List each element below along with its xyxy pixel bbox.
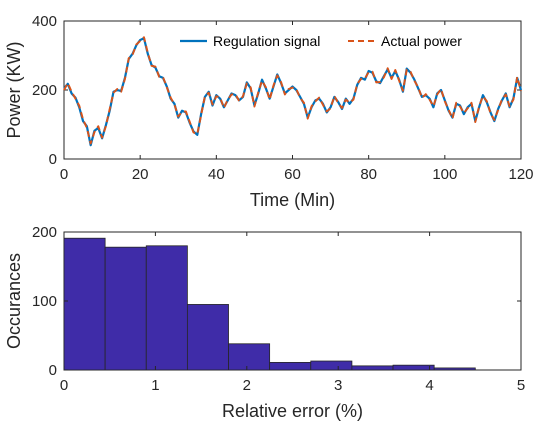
top-y-axis-label: Power (KW) [4, 41, 24, 138]
histogram-bar [186, 304, 229, 371]
bottom-y-tick-label: 200 [32, 224, 57, 241]
top-x-tick-label: 60 [284, 166, 301, 183]
top-x-tick-label: 100 [432, 166, 457, 183]
bottom-x-axis-label: Relative error (%) [222, 401, 363, 421]
top-x-tick-label: 0 [60, 166, 68, 183]
histogram-bar [63, 237, 106, 371]
bottom-x-tick-label: 2 [243, 377, 251, 394]
bottom-histogram: 0 1 2 3 4 5 0 100 200 Relative error (%) Occurance… [4, 224, 525, 421]
bottom-x-tick-label: 4 [425, 377, 433, 394]
top-x-tick-label: 20 [132, 166, 149, 183]
bottom-x-tick-label: 1 [151, 377, 159, 394]
top-plot-area [63, 20, 522, 160]
histogram-bar [310, 360, 353, 371]
histogram-bar [269, 362, 312, 371]
top-legend: Regulation signal Actual power [180, 33, 462, 49]
top-x-tick-label: 40 [208, 166, 225, 183]
top-y-tick-label: 200 [32, 82, 57, 99]
regulation-signal-line [63, 37, 523, 147]
bottom-x-tick-label: 5 [517, 377, 525, 394]
legend-regulation-label: Regulation signal [213, 33, 320, 49]
top-y-tick-label: 0 [49, 151, 57, 168]
bottom-y-axis-label: Occurances [4, 253, 24, 349]
top-line-chart: 0 20 40 60 80 100 120 0 200 400 Time (Min) Power (K… [4, 13, 534, 210]
top-x-tick-label: 80 [360, 166, 377, 183]
histogram-bar [104, 246, 147, 371]
actual-power-line [63, 36, 522, 145]
histogram-bar [433, 367, 476, 371]
histogram-bar [351, 365, 394, 371]
bottom-x-tick-label: 3 [334, 377, 342, 394]
bottom-y-tick-label: 100 [32, 293, 57, 310]
bottom-x-tick-label: 0 [60, 377, 68, 394]
histogram-bar [145, 245, 188, 371]
histogram-bar [392, 364, 435, 371]
top-x-axis-label: Time (Min) [250, 190, 335, 210]
bottom-y-tick-label: 0 [49, 362, 57, 379]
histogram-bar [228, 343, 271, 371]
top-y-tick-label: 400 [32, 13, 57, 30]
legend-actual-label: Actual power [381, 33, 462, 49]
top-x-tick-label: 120 [508, 166, 533, 183]
